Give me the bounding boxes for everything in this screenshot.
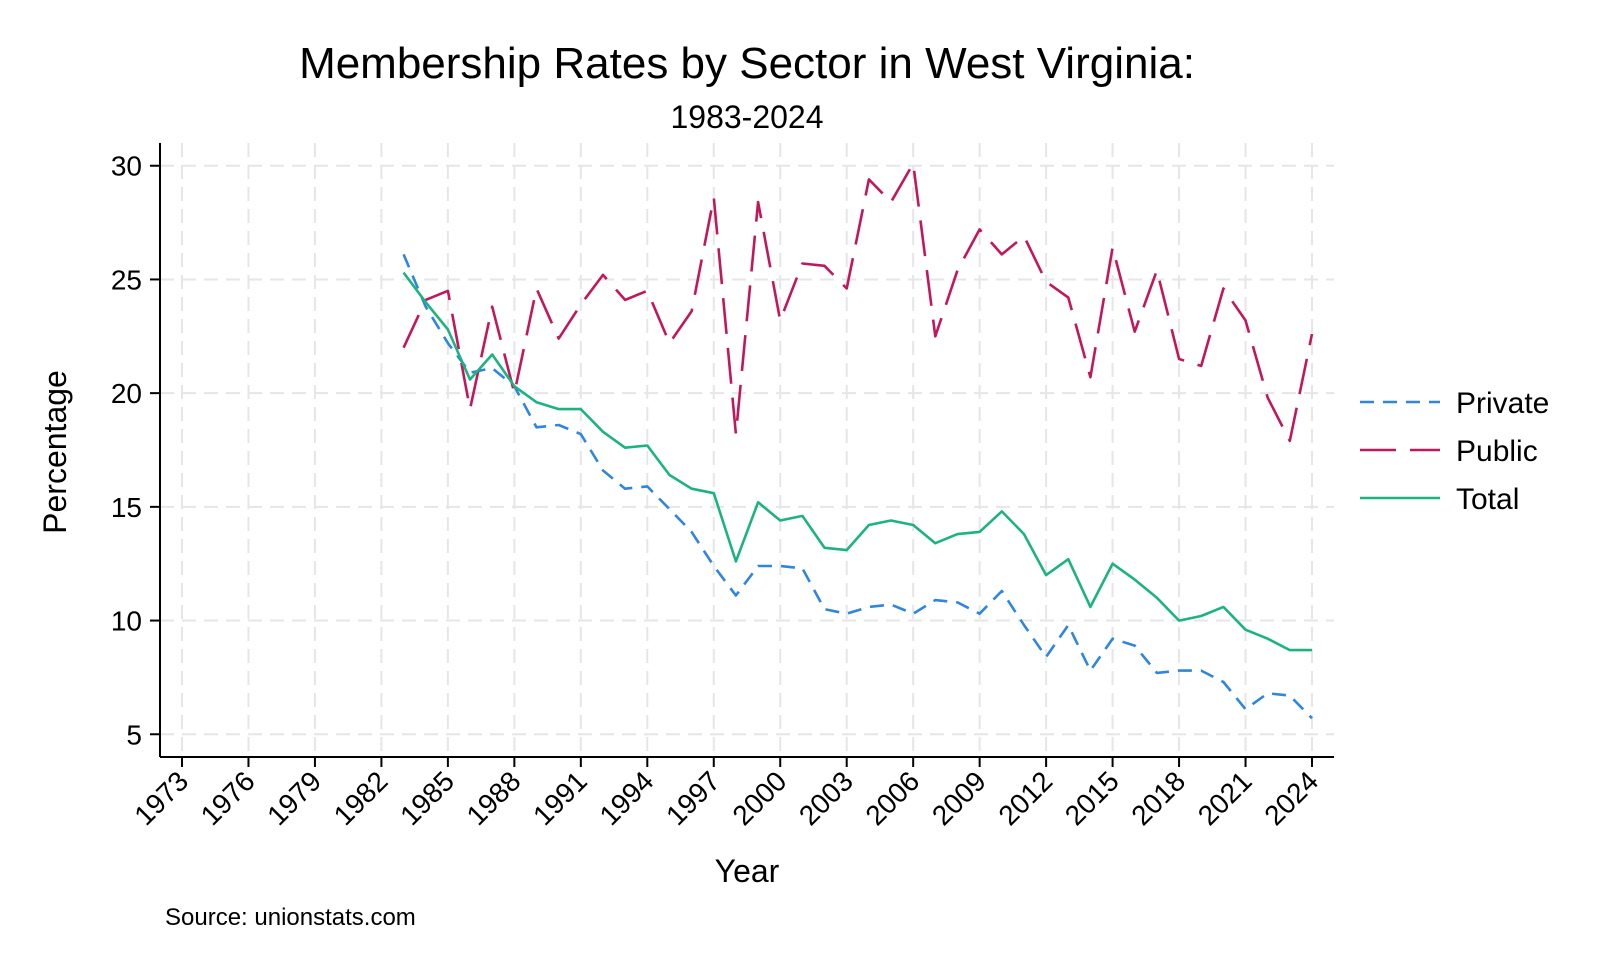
x-tick-label: 1985 [394,765,460,831]
x-tick-label: 2009 [926,765,992,831]
x-tick-label: 1979 [261,765,327,831]
x-axis-label: Year [715,853,780,889]
legend-label-public: Public [1456,435,1538,468]
x-tick-label: 2006 [859,765,925,831]
x-tick-label: 2024 [1258,765,1324,831]
y-tick-label: 25 [111,264,142,295]
y-axis-label: Percentage [37,370,73,534]
legend-label-total: Total [1456,483,1519,516]
x-tick-label: 1973 [128,765,194,831]
chart-title: Membership Rates by Sector in West Virgi… [299,39,1195,88]
y-tick-label: 15 [111,492,142,523]
x-tick-label: 1988 [461,765,527,831]
x-tick-label: 1976 [195,765,261,831]
x-tick-label: 1991 [527,765,593,831]
x-tick-label: 1997 [660,765,726,831]
x-tick-label: 2015 [1059,765,1125,831]
x-tick-label: 1982 [328,765,394,831]
axes [150,143,1334,767]
x-tick-label: 2003 [793,765,859,831]
legend-label-private: Private [1456,387,1549,420]
y-tick-label: 10 [111,606,142,637]
x-tick-label: 2000 [727,765,793,831]
x-tick-label: 2012 [992,765,1058,831]
chart-subtitle: 1983-2024 [670,99,823,135]
y-tick-label: 5 [126,719,142,750]
y-tick-label: 20 [111,378,142,409]
series-line-public [402,162,1314,443]
y-tick-labels: 5 10 15 20 25 30 [111,151,142,751]
x-tick-labels: 1973 1976 1979 1982 1985 1988 1991 1994 1997 2000… [128,765,1324,831]
series-line-private [402,253,1313,720]
x-tick-label: 2021 [1192,765,1258,831]
x-tick-label: 2018 [1125,765,1191,831]
x-tick-label: 1994 [594,765,660,831]
series-lines [402,162,1314,720]
source-note: Source: unionstats.com [165,904,416,931]
legend: Private Public Total [1360,387,1549,516]
y-tick-label: 30 [111,151,142,182]
gridlines [160,143,1334,757]
series-line-total [402,271,1312,652]
